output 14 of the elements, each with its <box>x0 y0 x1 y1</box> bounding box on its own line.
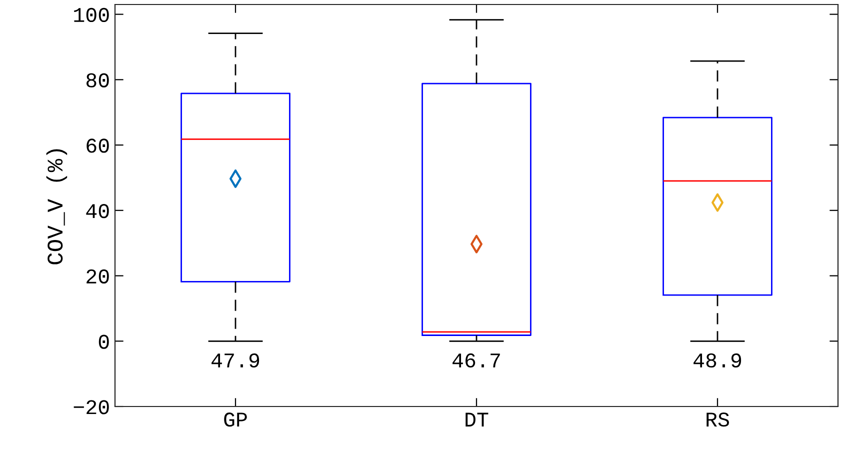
x-tick-label: GP <box>224 412 247 427</box>
y-tick-label: −20 <box>74 400 109 414</box>
y-tick-label: 80 <box>86 73 109 88</box>
y-tick-label: 100 <box>74 8 109 22</box>
annotation: 46.7 <box>452 353 500 368</box>
y-axis-title: COV_V (%) <box>46 149 68 264</box>
x-tick-label: DT <box>466 412 488 426</box>
y-tick-label: 60 <box>86 138 109 153</box>
y-tick-label: 0 <box>98 334 109 349</box>
y-tick-label: 40 <box>86 204 109 218</box>
annotation: 47.9 <box>212 353 260 368</box>
annotation: 48.9 <box>694 353 742 368</box>
y-tick-label: 20 <box>86 269 109 284</box>
x-tick-label: RS <box>706 412 729 427</box>
